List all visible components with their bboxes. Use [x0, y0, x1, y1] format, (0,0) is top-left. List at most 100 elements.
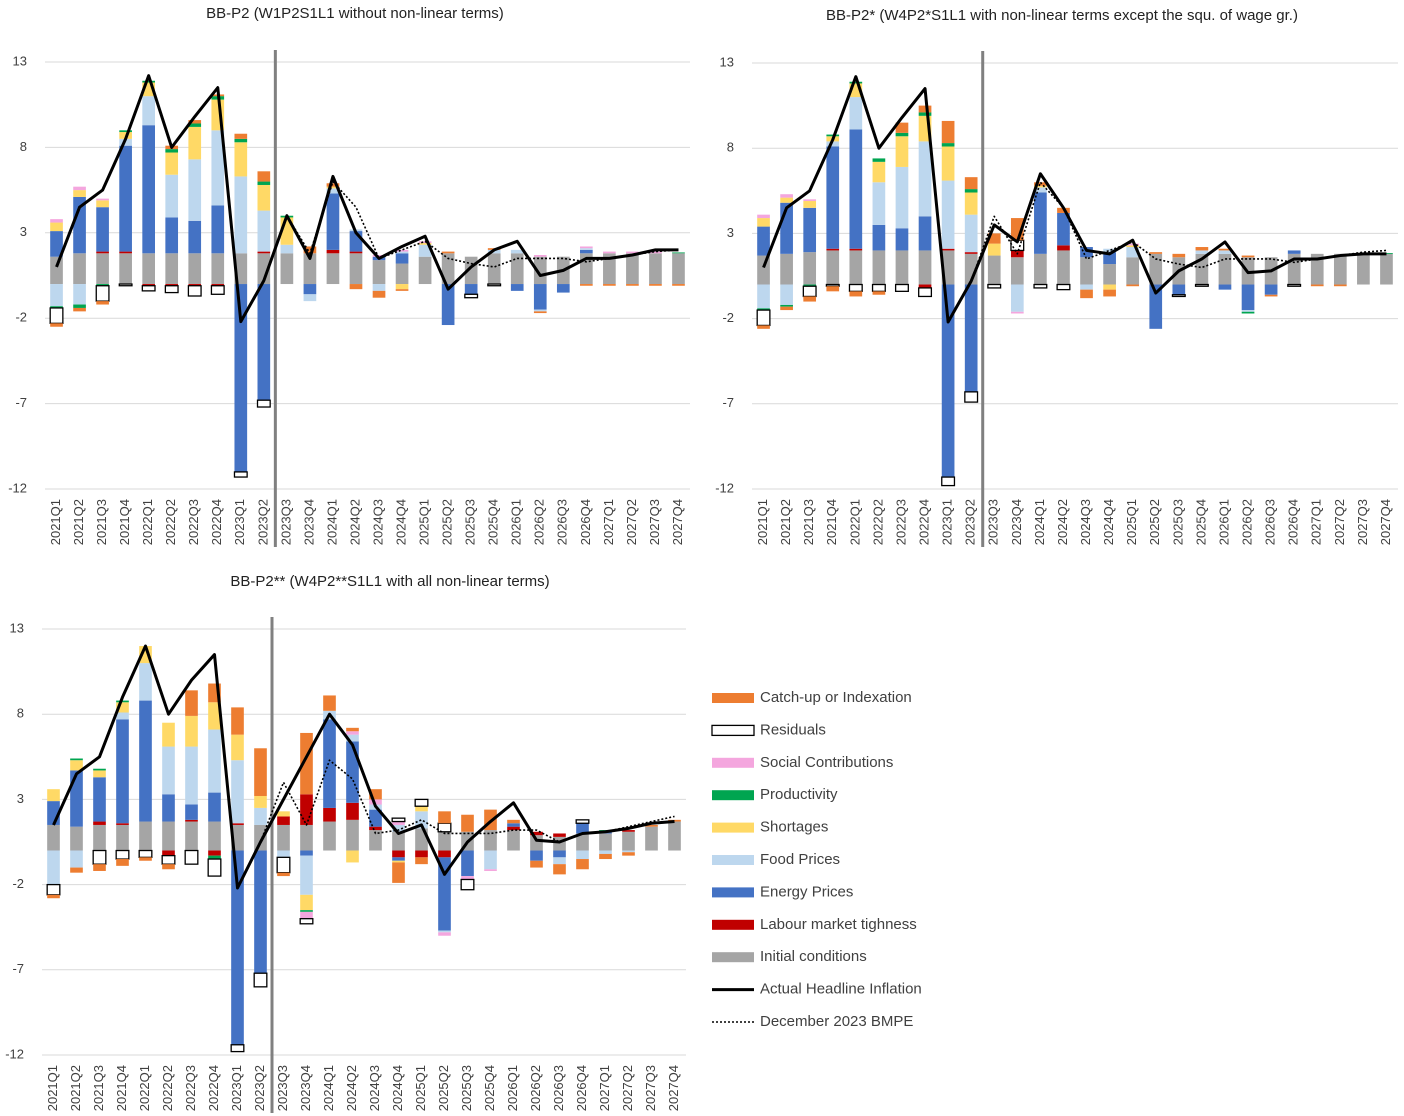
- bar: [162, 821, 175, 851]
- bar: [1057, 245, 1070, 251]
- bar: [622, 831, 635, 851]
- residual-bar: [460, 878, 475, 891]
- bar: [119, 145, 132, 252]
- bar: [987, 243, 1001, 256]
- bar: [257, 253, 271, 285]
- residual-bar: [95, 285, 110, 302]
- x-tick-label: 2024Q1: [1032, 499, 1047, 545]
- bar: [50, 256, 63, 285]
- y-tick-label: -7: [722, 395, 734, 410]
- x-tick-label: 2021Q3: [94, 499, 109, 545]
- legend-label: Shortages: [760, 819, 828, 836]
- legend-swatch: [712, 693, 754, 703]
- bar: [849, 81, 863, 84]
- bar: [826, 146, 840, 249]
- bar: [672, 253, 685, 285]
- bar: [668, 819, 681, 822]
- bar: [580, 249, 593, 254]
- x-tick-label: 2021Q4: [117, 499, 132, 545]
- bar: [580, 248, 593, 250]
- residual-bar: [138, 849, 153, 858]
- bar: [826, 250, 840, 285]
- actual-line: [55, 74, 679, 324]
- bar: [165, 217, 179, 254]
- x-tick-label: 2025Q3: [459, 1065, 474, 1111]
- bar: [464, 284, 478, 295]
- bar: [165, 174, 179, 218]
- bar: [461, 814, 474, 832]
- bar: [484, 869, 497, 871]
- x-tick-label: 2022Q1: [140, 499, 155, 545]
- bar: [323, 695, 336, 711]
- residual-bar: [1194, 283, 1209, 287]
- bar: [254, 748, 267, 796]
- bar: [234, 284, 248, 472]
- bar: [142, 96, 155, 126]
- bar: [603, 253, 616, 285]
- bar: [803, 296, 817, 302]
- bar: [530, 835, 543, 851]
- bar: [1103, 252, 1116, 265]
- bar: [349, 284, 363, 290]
- x-tick-label: 2022Q4: [916, 499, 931, 545]
- bar: [372, 290, 386, 298]
- x-tick-label: 2025Q1: [417, 499, 432, 545]
- bar: [987, 233, 1001, 244]
- bar: [461, 850, 474, 877]
- y-tick-label: 3: [727, 225, 734, 240]
- bar: [392, 850, 405, 858]
- bar: [165, 253, 179, 285]
- bar: [73, 190, 86, 197]
- bar: [438, 850, 451, 858]
- residual-bar: [825, 283, 840, 287]
- x-tick-label: 2026Q2: [532, 499, 547, 545]
- residual-bar: [49, 307, 64, 324]
- bar: [47, 850, 60, 885]
- residual-bar: [299, 918, 314, 925]
- bar: [300, 910, 313, 912]
- bar: [672, 284, 685, 286]
- x-tick-label: 2024Q3: [367, 1065, 382, 1111]
- x-tick-label: 2027Q1: [1309, 499, 1324, 545]
- bar: [208, 850, 221, 856]
- bar: [208, 792, 221, 822]
- bar: [918, 105, 932, 113]
- x-tick-label: 2023Q4: [298, 1065, 313, 1111]
- bar: [826, 141, 840, 147]
- bar: [1034, 187, 1047, 193]
- y-tick-label: 13: [13, 53, 27, 68]
- bar: [1287, 250, 1301, 254]
- x-tick-label: 2027Q3: [647, 499, 662, 545]
- bar: [872, 250, 886, 285]
- bar: [757, 325, 770, 329]
- y-tick-label: -2: [722, 310, 734, 325]
- bar: [626, 284, 639, 286]
- bar: [1080, 247, 1093, 258]
- bar: [369, 826, 382, 831]
- x-tick-label: 2022Q4: [209, 499, 224, 545]
- bar: [395, 289, 409, 291]
- bar: [872, 161, 886, 183]
- bar: [1126, 245, 1140, 248]
- bar: [780, 306, 793, 311]
- bar: [803, 284, 817, 287]
- bar: [303, 246, 317, 254]
- legend-label: Labour market tighness: [760, 916, 917, 933]
- bar: [1103, 284, 1116, 290]
- x-tick-label: 2026Q4: [574, 1065, 589, 1111]
- bar: [326, 249, 340, 254]
- bar: [1333, 253, 1347, 285]
- bar: [50, 231, 63, 257]
- bar: [119, 130, 132, 133]
- bar: [826, 248, 840, 251]
- bar: [1034, 185, 1047, 188]
- residual-bar: [802, 285, 817, 298]
- residual-bar: [464, 293, 479, 299]
- bar: [257, 184, 271, 211]
- bar: [346, 802, 359, 820]
- bar: [645, 824, 658, 827]
- x-tick-label: 2027Q1: [597, 1065, 612, 1111]
- residual-bar: [253, 972, 268, 988]
- y-tick-label: 8: [20, 139, 27, 154]
- x-tick-label: 2024Q2: [344, 1065, 359, 1111]
